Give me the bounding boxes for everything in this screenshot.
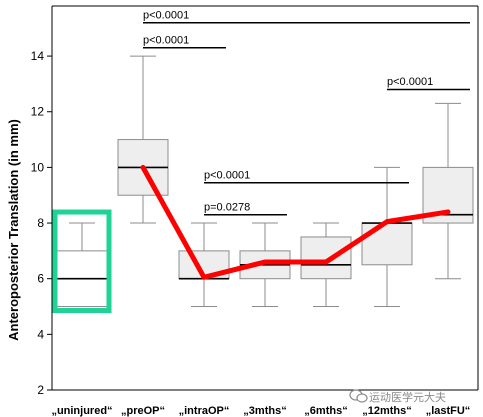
x-tick-label: „uninjured“ [51,405,112,417]
y-tick-label: 2 [37,383,44,397]
watermark-text: 运动医学元大夫 [369,390,446,404]
box-0 [52,209,112,314]
significance-annotations: p<0.0001 p<0.0001 p<0.0001 p=0.0278 p<0.0001 [143,9,470,216]
annotation-label: p<0.0001 [204,169,250,181]
y-tick-label: 12 [31,105,45,119]
trend-line-group [140,164,451,280]
x-tick-label: „preOP“ [121,405,165,417]
y-tick-label: 10 [31,160,45,174]
box-5 [361,166,413,308]
box-iqr [300,236,352,280]
x-tick-label: „lastFU“ [426,405,471,417]
annotation-label: p=0.0278 [204,201,250,213]
annotation-label: p<0.0001 [143,34,189,46]
y-tick-label: 14 [31,49,45,63]
y-ticks: 2 4 6 8 10 12 14 [31,49,52,397]
highlight-frame [52,209,112,314]
x-tick-label: „intraOP“ [179,405,230,417]
x-tick-label: „6mths“ [304,405,347,417]
y-axis-title: Anteroposterior Translation (in mm) [6,119,21,341]
watermark: 运动医学元大夫 [349,389,446,404]
trend-line [140,164,451,280]
wechat-icon [349,389,368,403]
box-iqr [361,222,413,266]
x-tick-label: „3mths“ [243,405,286,417]
box-4 [300,222,352,308]
y-tick-label: 6 [37,272,44,286]
x-tick-labels: „uninjured“ „preOP“ „intraOP“ „3mths“ „6mths… [51,405,470,417]
annotation-label: p<0.0001 [387,76,433,88]
annotation-label: p<0.0001 [143,9,189,21]
x-tick-label: „12mths“ [362,405,412,417]
axes [51,5,479,391]
boxes [52,55,474,314]
y-tick-label: 4 [37,327,44,341]
y-tick-label: 8 [37,216,44,230]
